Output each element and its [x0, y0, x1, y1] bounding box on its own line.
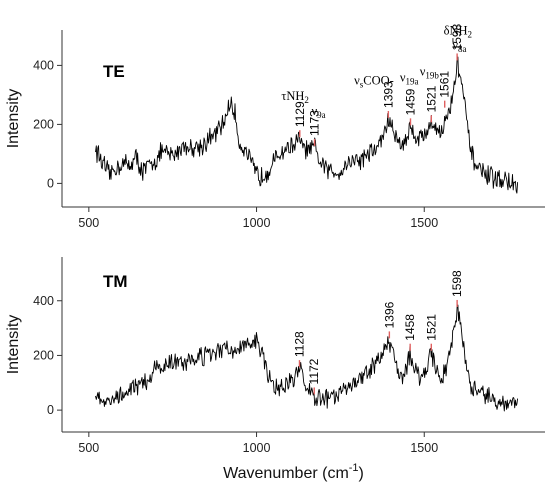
- y-tick-label: 400: [33, 294, 54, 308]
- y-tick-label: 400: [33, 58, 54, 72]
- y-tick-label: 0: [47, 403, 54, 417]
- assignment-label: νsCOO-: [354, 74, 394, 90]
- assignment-label: ν19b: [420, 64, 440, 80]
- peak-label: 1521: [424, 85, 438, 112]
- x-tick-label: 1500: [410, 441, 438, 455]
- y-tick-label: 0: [47, 176, 54, 190]
- panel-label: TE: [103, 62, 125, 81]
- spectrum-line: [95, 304, 519, 412]
- x-tick-label: 1000: [243, 441, 271, 455]
- panel-label: TM: [103, 272, 128, 291]
- y-tick-label: 200: [33, 117, 54, 131]
- peak-label: 1172: [307, 358, 321, 384]
- y-axis-title: Intensity: [5, 315, 22, 375]
- peak-label: 1393: [381, 81, 395, 108]
- peak-label: 1521: [424, 314, 438, 341]
- peak-label: 1561: [438, 71, 452, 98]
- assignment-label: τNH2: [281, 89, 309, 105]
- peak-label: 1396: [382, 301, 396, 328]
- assignment-label: ν9a: [312, 104, 326, 120]
- assignment-label: δNH2: [444, 23, 472, 39]
- assignment-label: ν19a: [400, 71, 419, 87]
- peak-label: 1129: [293, 101, 307, 127]
- x-tick-label: 1500: [410, 216, 438, 230]
- x-tick-label: 500: [78, 216, 99, 230]
- x-tick-label: 1000: [243, 216, 271, 230]
- assignment-label: ν8a: [452, 38, 466, 54]
- x-tick-label: 500: [78, 441, 99, 455]
- peak-label: 1128: [292, 331, 306, 357]
- y-axis-title: Intensity: [5, 89, 22, 149]
- x-axis-title: Wavenumber (cm-1): [223, 462, 364, 482]
- peak-label: 1173: [308, 110, 322, 136]
- spectrum-line: [95, 56, 519, 194]
- panel-te: 0 200 400 500 1000 1500 Intensity TE 1129 1173 139…: [5, 23, 545, 230]
- y-tick-label: 200: [33, 348, 54, 362]
- peak-label: 1459: [403, 88, 417, 115]
- panel-tm: 0 200 400 500 1000 1500 Intensity Wavenumber (c…: [5, 257, 545, 482]
- peak-label: 1458: [403, 314, 417, 341]
- peak-label: 1598: [450, 270, 464, 297]
- peak-label: 1598: [450, 23, 464, 50]
